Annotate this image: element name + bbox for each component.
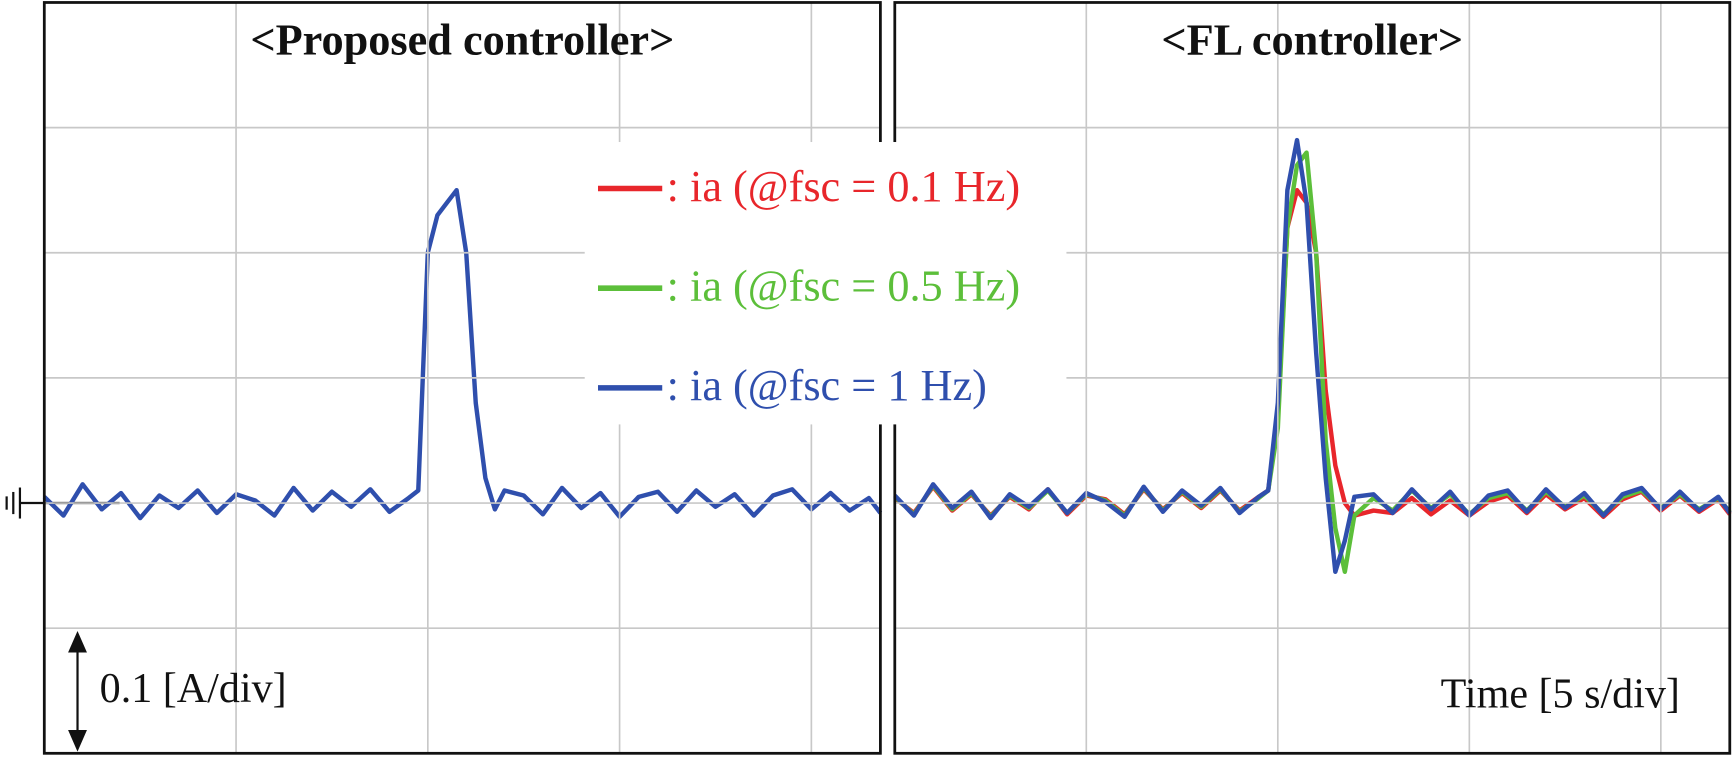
panel-traces	[42, 187, 883, 521]
legend-label: : ia (@fsc = 0.1 Hz)	[667, 162, 1020, 211]
scale-annotation: 0.1 [A/div]	[100, 666, 287, 712]
legend: : ia (@fsc = 0.1 Hz) : ia (@fsc = 0.5 Hz)…	[584, 142, 1067, 425]
legend-background	[584, 142, 1067, 425]
traces	[42, 137, 1732, 575]
trace	[42, 187, 883, 521]
panel-title: <FL controller>	[1161, 16, 1463, 65]
scale-annotation: Time [5 s/div]	[1441, 672, 1680, 718]
scale-arrow	[68, 630, 87, 752]
panel-traces	[893, 137, 1732, 575]
legend-label: : ia (@fsc = 0.5 Hz)	[667, 262, 1020, 311]
panel-title: <Proposed controller>	[250, 16, 674, 65]
trace	[893, 137, 1732, 575]
legend-label: : ia (@fsc = 1 Hz)	[667, 361, 987, 410]
